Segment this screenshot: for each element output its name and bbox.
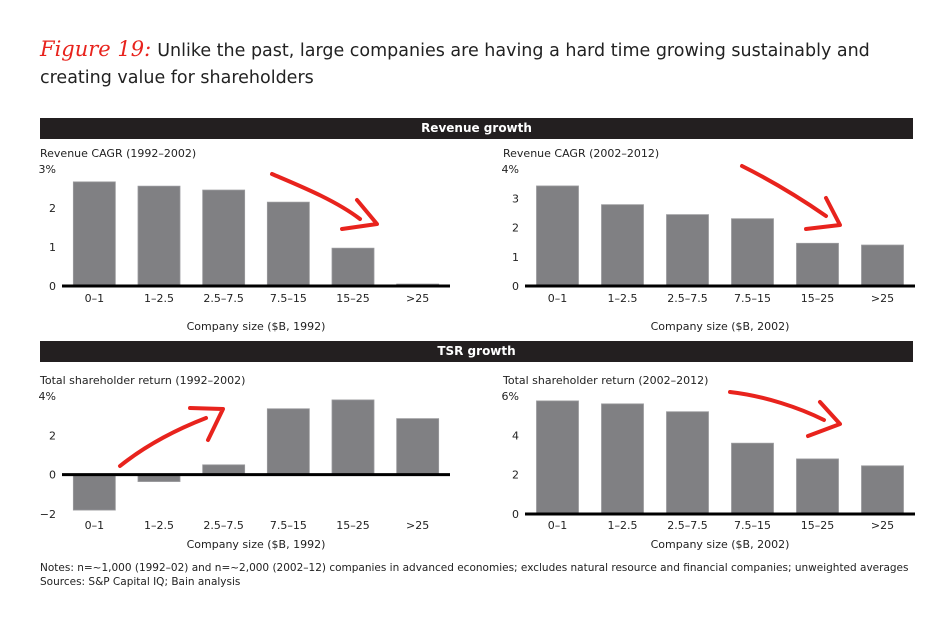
y-tick-label: 2 [512, 469, 519, 482]
trend-arrow-shaft [118, 416, 208, 468]
x-tick-label: 15–25 [801, 292, 835, 305]
y-tick-label: 0 [49, 280, 56, 293]
section-header-revenue: Revenue growth [40, 118, 913, 139]
x-axis-label: Company size ($B, 1992) [187, 320, 326, 333]
x-tick-label: 1–2.5 [144, 292, 174, 305]
x-tick-label: 7.5–15 [270, 292, 307, 305]
x-axis-label: Company size ($B, 1992) [187, 538, 326, 551]
x-axis-label: Company size ($B, 2002) [651, 320, 790, 333]
x-tick-label: 7.5–15 [270, 519, 307, 532]
bar-15–25 [796, 458, 839, 515]
x-tick-label: >25 [871, 292, 894, 305]
x-tick-label: >25 [406, 519, 429, 532]
bar-15–25 [796, 242, 839, 287]
bar-0–1 [72, 474, 116, 511]
trend-arrow-head-icon [804, 196, 842, 231]
y-tick-label: 1 [512, 251, 519, 264]
bar-1–2.5 [601, 403, 644, 515]
bar-7.5–15 [266, 408, 310, 476]
bar-0–1 [536, 400, 579, 515]
x-tick-label: 0–1 [548, 292, 568, 305]
bar-15–25 [331, 247, 375, 287]
y-tick-label: 2 [512, 222, 519, 235]
bar->25 [861, 244, 904, 287]
figure-title: Figure 19: Unlike the past, large compani… [40, 36, 930, 92]
x-tick-label: 2.5–7.5 [667, 519, 708, 532]
x-tick-label: 1–2.5 [608, 519, 638, 532]
y-tick-label: 2 [49, 202, 56, 215]
bar-0–1 [72, 181, 116, 287]
notes-text: Notes: n=~1,000 (1992–02) and n=~2,000 (… [40, 562, 909, 574]
chart-title: Revenue CAGR (2002–2012) [503, 147, 659, 160]
bar-7.5–15 [731, 218, 774, 287]
chart-title: Total shareholder return (1992–2002) [39, 374, 245, 387]
bar->25 [396, 418, 440, 476]
trend-arrow-shaft [270, 172, 362, 221]
y-tick-label: 3% [39, 163, 56, 176]
x-axis-label: Company size ($B, 2002) [651, 538, 790, 551]
trend-arrow-head-icon [188, 406, 225, 442]
x-tick-label: 2.5–7.5 [203, 519, 244, 532]
trend-arrow-shaft [728, 390, 826, 422]
chart-title: Revenue CAGR (1992–2002) [40, 147, 196, 160]
y-tick-label: 2 [49, 429, 56, 442]
bar-1–2.5 [137, 185, 181, 287]
bar-2.5–7.5 [202, 189, 246, 287]
x-tick-label: >25 [406, 292, 429, 305]
y-tick-label: 1 [49, 241, 56, 254]
section-header-tsr: TSR growth [40, 341, 913, 362]
bar->25 [861, 465, 904, 515]
x-tick-label: 1–2.5 [608, 292, 638, 305]
x-tick-label: 2.5–7.5 [203, 292, 244, 305]
figure-title-text: Unlike the past, large companies are hav… [40, 41, 870, 88]
trend-arrow-shaft [740, 164, 828, 218]
y-tick-label: 0 [512, 280, 519, 293]
chart-title: Total shareholder return (2002–2012) [502, 374, 708, 387]
bar-2.5–7.5 [666, 214, 709, 287]
bar-2.5–7.5 [666, 411, 709, 515]
x-tick-label: >25 [871, 519, 894, 532]
bar-1–2.5 [601, 204, 644, 287]
y-tick-label: 0 [49, 469, 56, 482]
bar-7.5–15 [266, 201, 310, 287]
x-tick-label: 0–1 [85, 519, 105, 532]
x-tick-label: 7.5–15 [734, 519, 771, 532]
y-tick-label: 4 [512, 429, 519, 442]
sources-text: Sources: S&P Capital IQ; Bain analysis [40, 576, 241, 588]
bar-7.5–15 [731, 442, 774, 515]
footnotes: Notes: n=~1,000 (1992–02) and n=~2,000 (… [40, 561, 908, 589]
y-tick-label: 0 [512, 508, 519, 521]
x-tick-label: 7.5–15 [734, 292, 771, 305]
x-tick-label: 0–1 [85, 292, 105, 305]
y-tick-label: 3 [512, 192, 519, 205]
x-tick-label: 15–25 [336, 292, 370, 305]
x-tick-label: 15–25 [336, 519, 370, 532]
trend-arrow-head-icon [806, 400, 842, 438]
x-tick-label: 2.5–7.5 [667, 292, 708, 305]
x-tick-label: 1–2.5 [144, 519, 174, 532]
y-tick-label: 6% [502, 390, 519, 403]
trend-arrow-head-icon [340, 198, 379, 231]
figure-label: Figure 19: [40, 37, 152, 61]
bar-15–25 [331, 399, 375, 476]
x-tick-label: 0–1 [548, 519, 568, 532]
y-tick-label: 4% [502, 163, 519, 176]
y-tick-label: −2 [40, 508, 56, 521]
y-tick-label: 4% [39, 390, 56, 403]
x-tick-label: 15–25 [801, 519, 835, 532]
bar-0–1 [536, 185, 579, 287]
